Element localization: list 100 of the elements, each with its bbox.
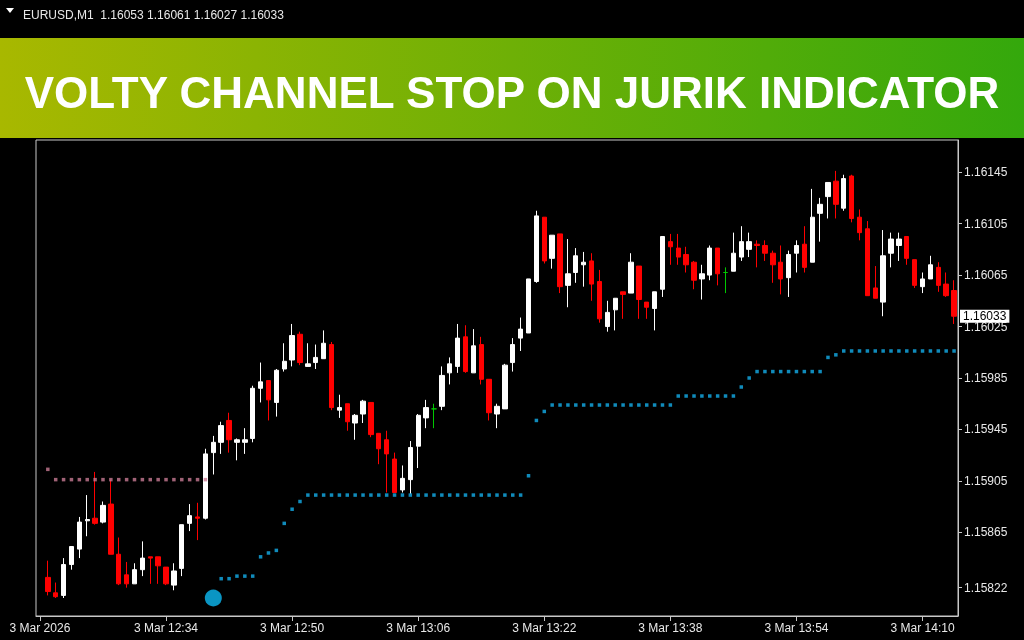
candlestick: [628, 252, 634, 294]
candlestick: [423, 399, 429, 429]
candlestick: [683, 246, 689, 274]
candlestick: [85, 494, 90, 537]
candlestick: [833, 170, 839, 219]
candlestick: [494, 403, 500, 429]
y-tick-label: 1.15822: [964, 580, 1008, 595]
candlestick: [384, 430, 389, 493]
candlestick: [943, 272, 949, 298]
candlestick: [865, 220, 870, 297]
candlestick: [605, 300, 610, 333]
candlestick: [274, 368, 279, 418]
candlestick: [888, 232, 894, 268]
candlestick: [463, 324, 468, 374]
candlestick: [660, 235, 665, 298]
candlestick: [45, 560, 51, 596]
candlestick: [392, 452, 397, 493]
candlestick: [163, 566, 169, 586]
candlestick: [526, 278, 531, 334]
point: [93, 477, 97, 482]
candlestick: [471, 328, 476, 374]
candlestick: [376, 432, 381, 465]
candlestick: [226, 412, 232, 454]
candlestick: [904, 235, 909, 266]
candlestick: [754, 239, 760, 268]
candlestick: [179, 524, 184, 577]
candlestick: [620, 291, 626, 320]
candlestick: [132, 562, 137, 585]
candlestick: [329, 341, 334, 411]
candlestick: [211, 435, 216, 475]
candlestick: [337, 394, 342, 419]
x-tick-label: 3 Mar 13:06: [386, 621, 451, 635]
candlestick: [770, 250, 776, 284]
point: [46, 467, 50, 472]
point: [156, 477, 160, 482]
point: [204, 589, 222, 607]
candlestick: [116, 537, 121, 586]
candlestick: [857, 208, 862, 241]
y-tick-label: 1.15905: [964, 473, 1008, 488]
candlestick: [266, 380, 271, 421]
candlestick: [171, 562, 177, 591]
candlestick: [77, 516, 82, 559]
candlestick: [896, 232, 902, 262]
candlestick: [920, 272, 925, 294]
candlestick: [408, 440, 413, 495]
candlestick: [723, 266, 728, 294]
candlestick: [534, 210, 539, 284]
candlestick: [439, 365, 445, 411]
candlestick: [282, 342, 287, 373]
candlestick: [352, 413, 358, 441]
candlestick: [155, 556, 161, 585]
point: [101, 477, 105, 482]
candlestick: [542, 216, 547, 264]
candlestick: [447, 356, 452, 385]
candlestick: [802, 225, 807, 274]
candlestick: [289, 323, 295, 367]
y-tick-label: 1.16065: [964, 268, 1008, 283]
y-tick-label: 1.15865: [964, 525, 1008, 540]
candlestick: [360, 399, 366, 424]
candlestick: [936, 261, 941, 293]
candlestick: [873, 265, 878, 299]
candlestick: [739, 225, 744, 262]
candlestick: [321, 329, 326, 360]
chart-subtitle: EURUSD,M1 1.16053 1.16061 1.16027 1.16033: [23, 8, 285, 22]
candlestick: [250, 385, 255, 443]
candlestick: [841, 174, 846, 212]
candlestick: [187, 503, 192, 532]
candlestick: [707, 244, 712, 281]
candlestick: [479, 336, 484, 385]
candlestick: [668, 233, 673, 266]
candlestick: [652, 291, 657, 331]
candlestick: [518, 317, 523, 352]
candlestick: [53, 582, 58, 599]
x-tick-label: 3 Mar 14:10: [890, 621, 955, 635]
candlestick: [549, 234, 555, 270]
y-tick-label: 1.15985: [964, 371, 1008, 385]
candlestick: [140, 540, 145, 577]
candlestick: [691, 260, 697, 290]
candlestick: [108, 479, 114, 555]
candlestick: [746, 232, 752, 258]
candlestick: [234, 437, 240, 461]
candlestick: [305, 342, 311, 367]
candlestick: [455, 323, 460, 374]
candlestick: [486, 378, 492, 421]
candlestick: [416, 413, 421, 469]
candlestick: [699, 264, 705, 301]
candlestick: [825, 181, 831, 219]
candlestick: [928, 255, 933, 280]
candlestick: [778, 244, 783, 295]
x-tick-label: 3 Mar 12:50: [260, 621, 325, 635]
x-tick-label: 3 Mar 13:54: [764, 621, 829, 635]
candlestick: [313, 344, 318, 370]
candlestick: [810, 188, 815, 263]
candlestick: [195, 502, 200, 541]
candlestick: [762, 239, 768, 262]
candlestick: [297, 331, 303, 366]
candlestick: [557, 233, 563, 294]
point: [85, 477, 89, 482]
candlestick: [124, 561, 129, 589]
y-tick-label: 1.16145: [964, 165, 1008, 180]
